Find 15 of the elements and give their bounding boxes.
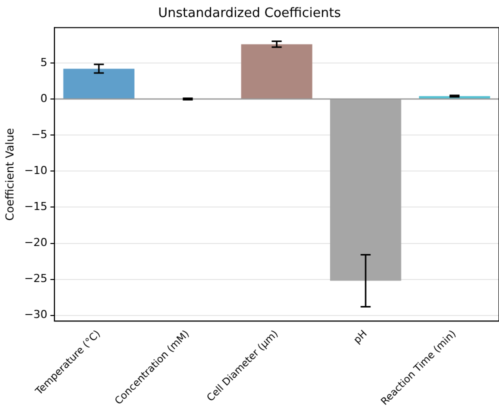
- y-tick-label: −15: [24, 200, 48, 214]
- bar: [330, 100, 402, 281]
- bar: [63, 68, 134, 99]
- y-tick-label: −25: [24, 272, 48, 286]
- y-tick-label: −30: [24, 308, 48, 322]
- chart-title: Unstandardized Coefficients: [158, 6, 342, 22]
- y-axis-title: Coefficient Value: [3, 128, 16, 221]
- bar: [241, 44, 312, 99]
- y-tick-label: −5: [31, 128, 48, 141]
- y-tick-label: 5: [40, 56, 48, 69]
- bar: [418, 96, 490, 99]
- y-tick-label: 0: [40, 92, 48, 105]
- x-tick-label: pH: [352, 328, 370, 346]
- y-tick-label: −20: [24, 236, 48, 250]
- y-tick-label: −10: [24, 164, 48, 177]
